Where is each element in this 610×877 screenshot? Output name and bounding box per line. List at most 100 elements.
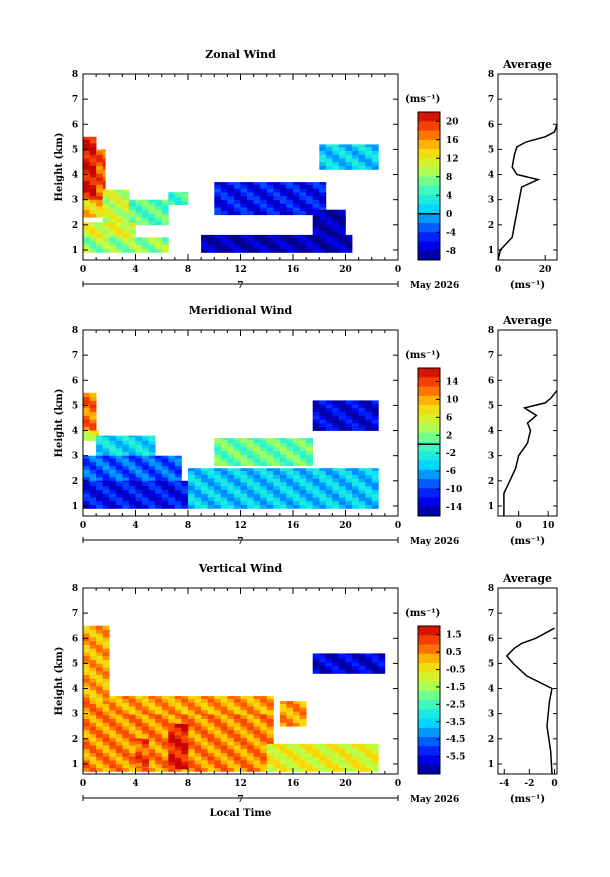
heatmap-cell	[286, 500, 294, 505]
heatmap-cell	[332, 415, 340, 420]
heatmap-cell	[325, 662, 333, 667]
heatmap-cell	[312, 665, 320, 670]
heatmap-cell	[194, 741, 202, 746]
heatmap-cell	[293, 493, 300, 498]
heatmap-cell	[312, 248, 320, 253]
heatmap-cell	[293, 203, 300, 208]
heatmap-cell	[188, 733, 195, 738]
heatmap-cell	[109, 207, 117, 212]
heatmap-cell	[128, 493, 136, 498]
heatmap-cell	[102, 229, 110, 234]
heatmap-cell	[220, 443, 228, 448]
heatmap-cell	[371, 419, 379, 424]
heatmap-cell	[279, 482, 287, 487]
heatmap-cell	[89, 180, 97, 185]
heatmap-cell	[207, 237, 215, 242]
heatmap-cell	[109, 696, 117, 699]
heatmap-cell	[325, 165, 333, 170]
heatmap-cell	[233, 733, 241, 738]
heatmap-cell	[122, 233, 130, 238]
heatmap-cell	[128, 730, 136, 735]
colorbar-frame	[417, 625, 441, 775]
heatmap-cell	[332, 223, 340, 228]
heatmap-cell	[102, 767, 110, 772]
heatmap-cell	[161, 202, 169, 207]
heatmap-cell	[102, 458, 110, 463]
heatmap-cell	[345, 504, 353, 509]
heatmap-cell	[352, 162, 359, 167]
heatmap-cell	[155, 482, 163, 487]
heatmap-cell	[214, 504, 222, 509]
heatmap-cell	[102, 763, 110, 768]
heatmap-cell	[312, 493, 320, 498]
heatmap-cell	[312, 662, 320, 667]
heatmap-cell	[279, 756, 287, 761]
heatmap-cell	[299, 470, 307, 475]
heatmap-cell	[148, 244, 156, 249]
heatmap-cell	[233, 745, 241, 750]
heatmap-cell	[345, 756, 353, 761]
heatmap-cell	[128, 696, 136, 699]
heatmap-cell	[312, 188, 320, 193]
colorbar-tick-label: 1.5	[446, 631, 462, 641]
heatmap-cell	[253, 709, 261, 714]
heatmap-cell	[102, 165, 106, 170]
heatmap-cell	[247, 698, 254, 703]
heatmap-cell	[155, 748, 163, 753]
heatmap-cell	[286, 752, 294, 757]
heatmap-cell	[325, 748, 333, 753]
heatmap-cell	[142, 202, 149, 207]
heatmap-cell	[306, 470, 313, 475]
heatmap-cell	[96, 707, 103, 712]
heatmap-cell	[115, 709, 123, 714]
heatmap-cell	[371, 411, 379, 416]
heatmap-cell	[352, 489, 359, 494]
heatmap-cell	[168, 504, 176, 509]
heatmap-cell	[338, 493, 346, 498]
heatmap-cell	[358, 468, 366, 471]
heatmap-cell	[338, 231, 346, 236]
heatmap-cell	[115, 203, 123, 208]
heatmap-cell	[148, 745, 156, 750]
colorbar-segment	[418, 121, 440, 131]
heatmap-cell	[240, 468, 248, 471]
heatmap-cell	[83, 199, 90, 203]
heatmap-cell	[207, 756, 215, 761]
heatmap-cell	[214, 462, 222, 467]
heatmap-cell	[227, 733, 235, 738]
heatmap-cell	[286, 450, 294, 455]
heatmap-cell	[109, 448, 117, 453]
heatmap-cell	[266, 493, 274, 498]
colorbar-tick-label: 10	[446, 395, 459, 405]
heatmap-cell	[168, 727, 176, 732]
heatmap-cell	[220, 450, 228, 455]
heatmap-cell	[253, 244, 261, 249]
heatmap-cell	[155, 709, 163, 714]
heatmap-cell	[102, 158, 106, 163]
heatmap-cell	[338, 497, 346, 502]
heatmap-cell	[148, 504, 156, 509]
heatmap-cell	[214, 485, 222, 490]
heatmap-cell	[142, 206, 149, 211]
heatmap-cell	[214, 493, 222, 498]
heatmap-cell	[142, 248, 149, 253]
heatmap-cell	[312, 478, 320, 483]
heatmap-cell	[174, 718, 182, 723]
heatmap-cell	[89, 693, 97, 698]
heatmap-cell	[253, 474, 261, 479]
heatmap-cell	[260, 468, 268, 471]
heatmap-cell	[240, 244, 248, 249]
heatmap-cell	[319, 199, 327, 204]
heatmap-cell	[227, 767, 235, 772]
heatmap-cell	[155, 241, 163, 246]
heatmap-cell	[122, 748, 130, 753]
y-tick-label: 2	[72, 735, 78, 745]
heatmap-cell	[338, 244, 346, 249]
heatmap-cell	[83, 640, 90, 645]
heatmap-cell	[319, 752, 327, 757]
heatmap-cell	[207, 696, 215, 699]
heatmap-cell	[273, 493, 281, 498]
heatmap-cell	[306, 438, 313, 440]
heatmap-cell	[83, 180, 90, 185]
heatmap-cell	[207, 718, 215, 723]
